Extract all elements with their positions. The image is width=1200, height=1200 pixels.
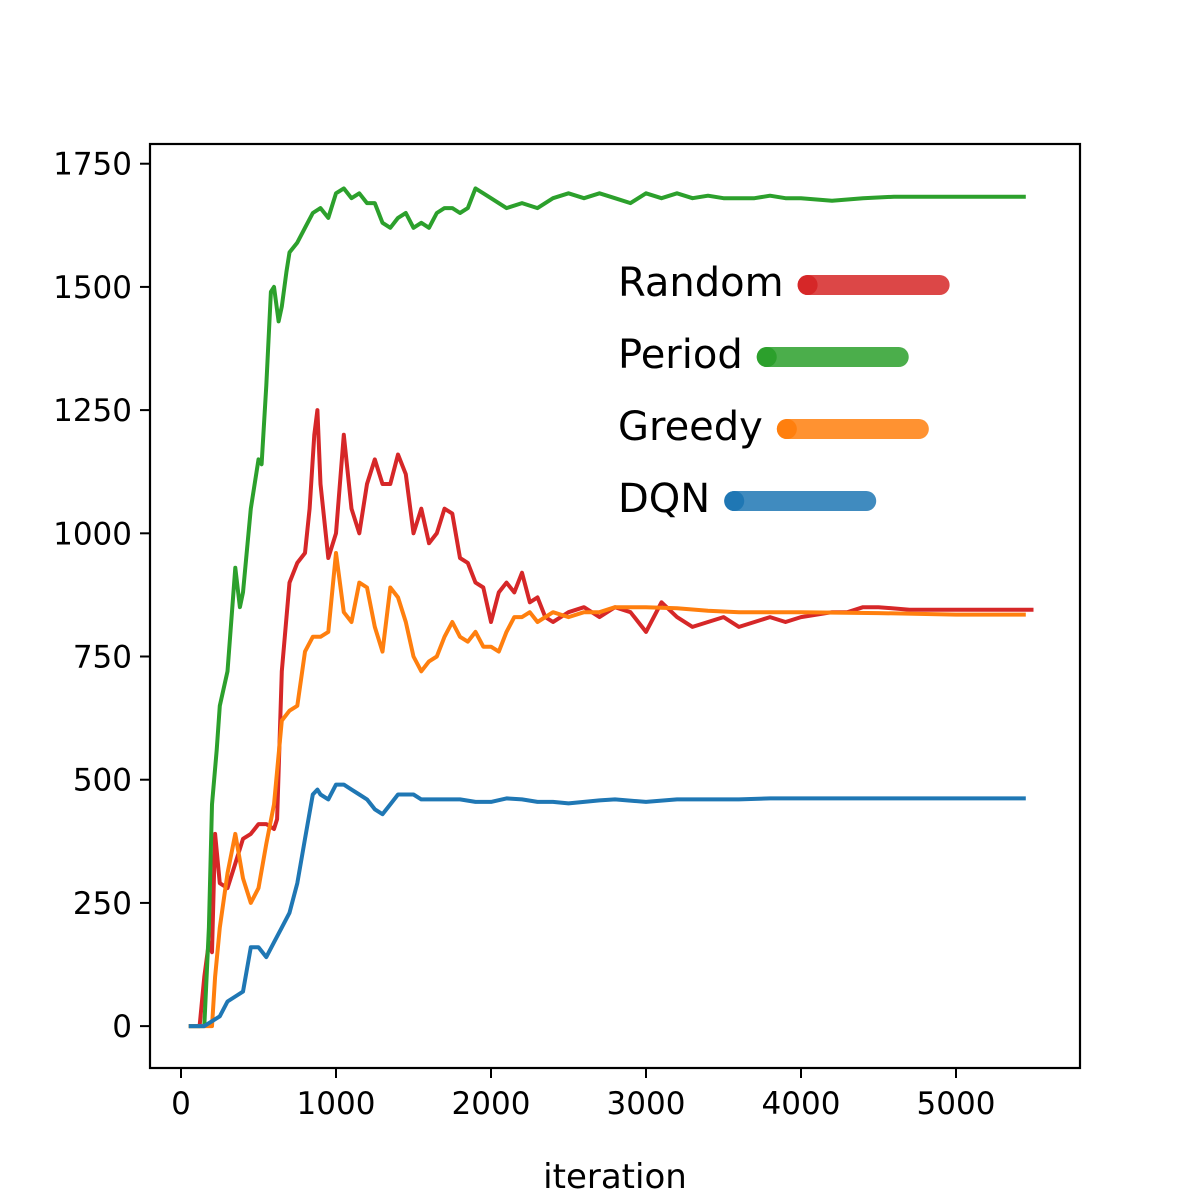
series-line-period <box>188 186 1026 1029</box>
x-tick-label: 2000 <box>452 1086 531 1122</box>
y-tick-label: 1250 <box>53 393 132 429</box>
y-tick-label: 0 <box>112 1009 132 1045</box>
x-tick-label: 3000 <box>607 1086 686 1122</box>
legend-marker-period <box>756 347 777 367</box>
series-layer <box>188 186 1034 1029</box>
x-tick-label: 4000 <box>762 1086 841 1122</box>
x-tick-label: 0 <box>171 1086 191 1122</box>
legend-label-greedy: Greedy <box>618 404 763 450</box>
y-tick-label: 250 <box>73 886 132 922</box>
y-tick-label: 500 <box>73 763 132 799</box>
legend-label-dqn: DQN <box>618 476 710 522</box>
series-line-dqn <box>188 782 1026 1029</box>
y-tick-label: 1500 <box>53 270 132 306</box>
legend-marker-dqn <box>724 491 745 511</box>
x-axis-ticks: 0 1000 2000 3000 4000 5000 <box>171 1068 995 1122</box>
y-tick-label: 1750 <box>53 147 132 183</box>
legend: Random Period Greedy DQN <box>618 260 950 522</box>
x-axis-title: iteration <box>543 1157 687 1197</box>
legend-label-period: Period <box>618 332 743 378</box>
series-line-random <box>188 408 1034 1029</box>
x-tick-label: 5000 <box>917 1086 996 1122</box>
legend-marker-greedy <box>776 419 797 439</box>
x-tick-label: 1000 <box>297 1086 376 1122</box>
y-tick-label: 750 <box>73 640 132 676</box>
y-axis-ticks: 0 250 500 750 1000 1250 1500 1750 <box>53 147 150 1045</box>
series-line-greedy <box>188 551 1026 1029</box>
legend-marker-random <box>797 275 818 295</box>
y-tick-label: 1000 <box>53 516 132 552</box>
plot-area-frame <box>148 142 1082 1070</box>
legend-label-random: Random <box>618 260 784 306</box>
